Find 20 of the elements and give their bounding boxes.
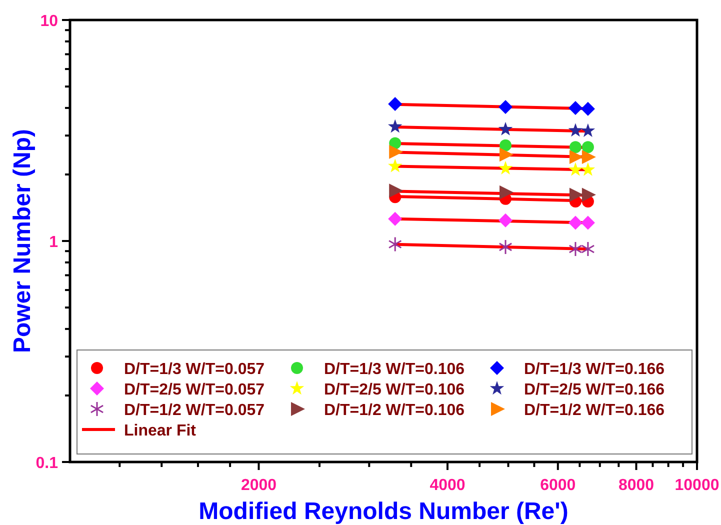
y-tick-label: 1 — [49, 234, 58, 251]
legend-label: D/T=1/2 W/T=0.106 — [324, 402, 465, 419]
legend-label: D/T=1/3 W/T=0.057 — [124, 361, 265, 378]
legend-label: D/T=1/2 W/T=0.057 — [124, 402, 265, 419]
y-axis-title: Power Number (Np) — [9, 128, 36, 354]
legend-label: D/T=1/3 W/T=0.106 — [324, 361, 465, 378]
legend-label: D/T=2/5 W/T=0.057 — [124, 382, 265, 398]
x-tick-label: 4000 — [430, 477, 466, 494]
x-axis-title: Modified Reynolds Number (Re') — [198, 498, 568, 525]
x-tick-label: 2000 — [240, 477, 277, 494]
legend-label: D/T=1/3 W/T=0.166 — [524, 361, 665, 378]
legend-label: D/T=2/5 W/T=0.166 — [524, 382, 665, 398]
legend-label: D/T=2/5 W/T=0.106 — [324, 382, 465, 398]
y-tick-label: 10 — [40, 13, 58, 30]
legend-label: Linear Fit — [124, 422, 197, 440]
x-tick-label: 10000 — [674, 477, 720, 494]
legend-label: D/T=1/2 W/T=0.166 — [524, 402, 665, 419]
x-tick-label: 6000 — [540, 477, 576, 494]
x-tick-label: 8000 — [618, 477, 654, 494]
y-tick-label: 0.1 — [36, 455, 58, 472]
